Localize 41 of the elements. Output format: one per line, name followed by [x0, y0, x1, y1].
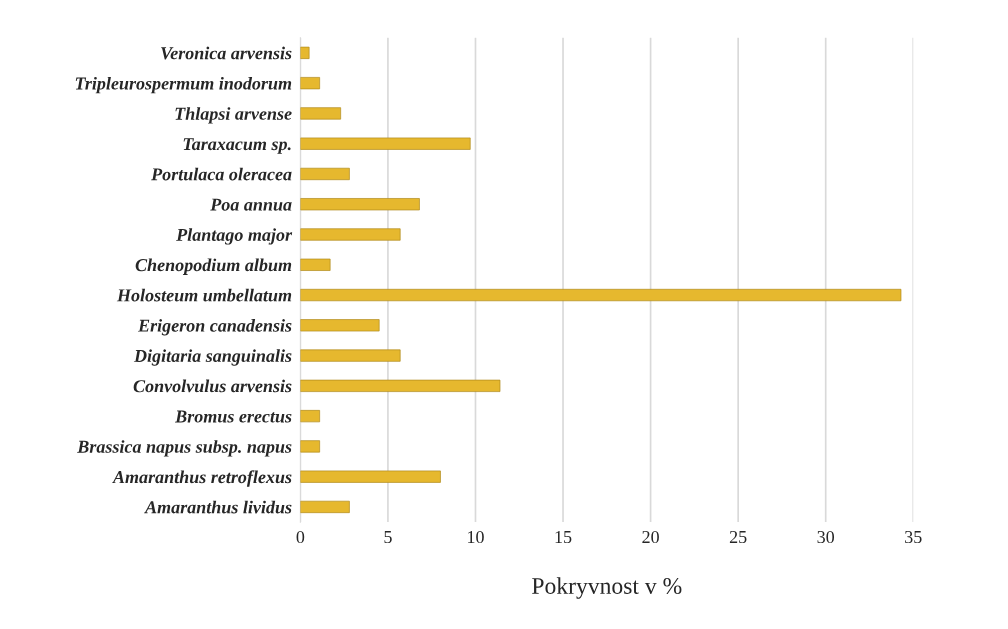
bar: [300, 440, 320, 453]
y-tick-label: Holosteum umbellatum: [116, 288, 292, 302]
x-tick-label: 15: [555, 531, 572, 544]
bar: [300, 228, 401, 241]
y-tick-label: Bromus erectus: [175, 410, 292, 423]
x-tick-label: 35: [905, 530, 922, 544]
y-tick-label: Portulaca oleracea: [151, 167, 292, 181]
y-tick-label: Taraxacum sp.: [183, 138, 291, 154]
bar: [300, 107, 342, 120]
bar: [300, 349, 401, 362]
x-tick-label: 30: [817, 530, 835, 544]
y-tick-label: Digitaria sanguinalis: [133, 349, 292, 366]
bar: [300, 500, 350, 514]
bar: [300, 379, 501, 392]
bar: [300, 258, 331, 271]
bar: [300, 319, 380, 332]
bar: [300, 470, 441, 483]
y-tick-label: Amaranthus lividus: [144, 500, 292, 514]
y-tick-label: Veronica arvensis: [161, 46, 292, 60]
y-tick-label: Poa annua: [210, 198, 292, 211]
y-tick-label: Plantago major: [176, 228, 293, 245]
bar: [300, 410, 320, 423]
y-tick-label: Tripleurospermum inodorum: [75, 76, 292, 94]
bar: [300, 167, 350, 181]
bar: [300, 288, 902, 302]
x-tick-label: 0: [296, 530, 305, 544]
x-tick-label: 5: [384, 531, 392, 544]
bar: [300, 46, 310, 59]
x-tick-label: 10: [468, 530, 484, 544]
bar: [300, 77, 320, 90]
x-tick-label: 20: [642, 530, 659, 544]
x-tick-label: 25: [729, 530, 747, 544]
y-tick-label: Amaranthus retroflexus: [112, 470, 292, 487]
bar: [300, 198, 420, 211]
bar: [300, 137, 471, 150]
y-tick-label: Thlapsi arvense: [175, 107, 292, 124]
y-tick-label: Convolvulus arvensis: [133, 379, 292, 393]
x-axis-title: Pokryvnost v %: [532, 577, 682, 599]
y-tick-label: Brassica napus subsp. napus: [77, 440, 292, 457]
y-tick-label: Erigeron canadensis: [137, 319, 292, 336]
y-tick-label: Chenopodium album: [135, 258, 292, 275]
